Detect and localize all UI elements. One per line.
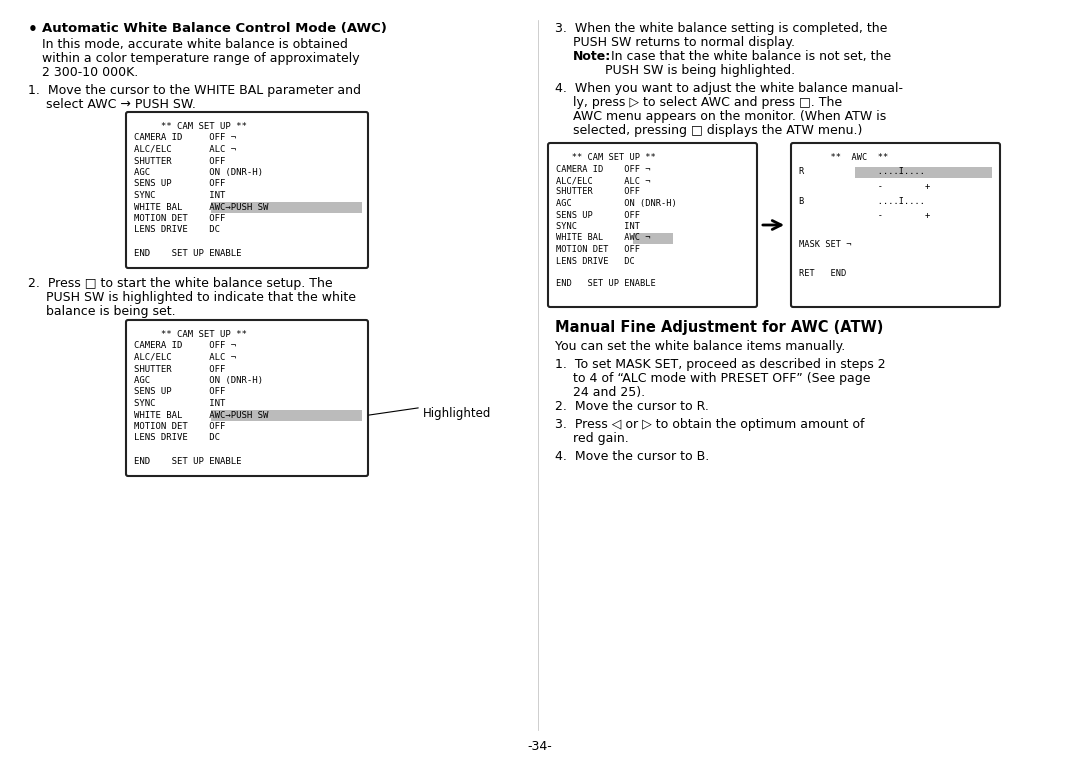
- Text: AGC           ON (DNR-H): AGC ON (DNR-H): [134, 376, 264, 385]
- Text: PUSH SW is highlighted to indicate that the white: PUSH SW is highlighted to indicate that …: [46, 291, 356, 304]
- Text: LENS DRIVE   DC: LENS DRIVE DC: [556, 256, 635, 265]
- Text: SHUTTER      OFF: SHUTTER OFF: [556, 187, 640, 196]
- Text: Automatic White Balance Control Mode (AWC): Automatic White Balance Control Mode (AW…: [42, 22, 387, 35]
- Text: 2 300-10 000K.: 2 300-10 000K.: [42, 66, 138, 79]
- Text: CAMERA ID     OFF ¬: CAMERA ID OFF ¬: [134, 342, 237, 350]
- Text: In this mode, accurate white balance is obtained: In this mode, accurate white balance is …: [42, 38, 348, 51]
- Text: AGC          ON (DNR-H): AGC ON (DNR-H): [556, 199, 677, 208]
- Text: AGC           ON (DNR-H): AGC ON (DNR-H): [134, 168, 264, 177]
- Text: 3.  When the white balance setting is completed, the: 3. When the white balance setting is com…: [555, 22, 888, 35]
- Text: CAMERA ID     OFF ¬: CAMERA ID OFF ¬: [134, 133, 237, 143]
- Text: 4.  Move the cursor to B.: 4. Move the cursor to B.: [555, 450, 710, 463]
- Text: WHITE BAL    AWC ¬: WHITE BAL AWC ¬: [556, 233, 650, 243]
- Text: SYNC         INT: SYNC INT: [556, 222, 640, 231]
- Text: ** CAM SET UP **: ** CAM SET UP **: [134, 122, 247, 131]
- Text: 4.  When you want to adjust the white balance manual-: 4. When you want to adjust the white bal…: [555, 82, 903, 95]
- Text: to 4 of “ALC mode with PRESET OFF” (See page: to 4 of “ALC mode with PRESET OFF” (See …: [573, 372, 870, 385]
- Text: CAMERA ID    OFF ¬: CAMERA ID OFF ¬: [556, 164, 650, 174]
- Text: SENS UP       OFF: SENS UP OFF: [134, 387, 226, 396]
- Text: 1.  To set MASK SET, proceed as described in steps 2: 1. To set MASK SET, proceed as described…: [555, 358, 886, 371]
- Text: Note:: Note:: [573, 50, 611, 63]
- Text: LENS DRIVE    DC: LENS DRIVE DC: [134, 225, 220, 234]
- Text: 2.  Move the cursor to R.: 2. Move the cursor to R.: [555, 400, 708, 413]
- Text: balance is being set.: balance is being set.: [46, 305, 176, 318]
- FancyBboxPatch shape: [126, 112, 368, 268]
- Text: WHITE BAL     AWC→PUSH SW: WHITE BAL AWC→PUSH SW: [134, 202, 268, 211]
- Text: PUSH SW is being highlighted.: PUSH SW is being highlighted.: [605, 64, 795, 77]
- Text: 2.  Press □ to start the white balance setup. The: 2. Press □ to start the white balance se…: [28, 277, 333, 290]
- Text: ** CAM SET UP **: ** CAM SET UP **: [556, 153, 656, 162]
- Bar: [211, 202, 362, 212]
- FancyBboxPatch shape: [548, 143, 757, 307]
- Text: AWC menu appears on the monitor. (When ATW is: AWC menu appears on the monitor. (When A…: [573, 110, 887, 123]
- Text: ly, press ▷ to select AWC and press □. The: ly, press ▷ to select AWC and press □. T…: [573, 96, 842, 109]
- Text: select AWC → PUSH SW.: select AWC → PUSH SW.: [46, 98, 195, 111]
- Text: MOTION DET    OFF: MOTION DET OFF: [134, 422, 226, 431]
- Text: Highlighted: Highlighted: [423, 406, 491, 419]
- Text: MOTION DET    OFF: MOTION DET OFF: [134, 214, 226, 223]
- Text: 3.  Press ◁ or ▷ to obtain the optimum amount of: 3. Press ◁ or ▷ to obtain the optimum am…: [555, 418, 864, 431]
- Text: SENS UP      OFF: SENS UP OFF: [556, 211, 640, 220]
- Text: R              ....I....: R ....I....: [799, 168, 924, 177]
- Text: SYNC          INT: SYNC INT: [134, 399, 226, 408]
- Text: within a color temperature range of approximately: within a color temperature range of appr…: [42, 52, 360, 65]
- Bar: [211, 409, 362, 421]
- Text: ALC/ELC       ALC ¬: ALC/ELC ALC ¬: [134, 145, 237, 154]
- Text: -        +: - +: [799, 182, 930, 191]
- Text: END   SET UP ENABLE: END SET UP ENABLE: [556, 280, 656, 289]
- Text: MOTION DET   OFF: MOTION DET OFF: [556, 245, 640, 254]
- Text: PUSH SW returns to normal display.: PUSH SW returns to normal display.: [573, 36, 795, 49]
- Text: -        +: - +: [799, 211, 930, 220]
- Text: END    SET UP ENABLE: END SET UP ENABLE: [134, 249, 242, 258]
- Text: SENS UP       OFF: SENS UP OFF: [134, 180, 226, 189]
- Text: In case that the white balance is not set, the: In case that the white balance is not se…: [611, 50, 891, 63]
- Text: 24 and 25).: 24 and 25).: [573, 386, 645, 399]
- Text: **  AWC  **: ** AWC **: [799, 153, 888, 162]
- Text: SYNC          INT: SYNC INT: [134, 191, 226, 200]
- Text: 1.  Move the cursor to the WHITE BAL parameter and: 1. Move the cursor to the WHITE BAL para…: [28, 84, 361, 97]
- Text: ALC/ELC      ALC ¬: ALC/ELC ALC ¬: [556, 176, 650, 185]
- Bar: [633, 233, 673, 243]
- Text: RET   END: RET END: [799, 269, 847, 278]
- Text: END    SET UP ENABLE: END SET UP ENABLE: [134, 456, 242, 465]
- Text: -34-: -34-: [528, 740, 552, 753]
- Bar: [855, 167, 993, 177]
- FancyBboxPatch shape: [126, 320, 368, 476]
- Text: red gain.: red gain.: [573, 432, 629, 445]
- Text: SHUTTER       OFF: SHUTTER OFF: [134, 156, 226, 165]
- Text: Manual Fine Adjustment for AWC (ATW): Manual Fine Adjustment for AWC (ATW): [555, 320, 883, 335]
- FancyBboxPatch shape: [791, 143, 1000, 307]
- Text: SHUTTER       OFF: SHUTTER OFF: [134, 365, 226, 374]
- Text: selected, pressing □ displays the ATW menu.): selected, pressing □ displays the ATW me…: [573, 124, 862, 137]
- Text: MASK SET ¬: MASK SET ¬: [799, 240, 851, 249]
- Text: ALC/ELC       ALC ¬: ALC/ELC ALC ¬: [134, 353, 237, 362]
- Text: B              ....I....: B ....I....: [799, 196, 924, 205]
- Text: You can set the white balance items manually.: You can set the white balance items manu…: [555, 340, 846, 353]
- Text: •: •: [28, 22, 38, 37]
- Text: WHITE BAL     AWC→PUSH SW: WHITE BAL AWC→PUSH SW: [134, 411, 268, 419]
- Text: ** CAM SET UP **: ** CAM SET UP **: [134, 330, 247, 339]
- Text: LENS DRIVE    DC: LENS DRIVE DC: [134, 434, 220, 443]
